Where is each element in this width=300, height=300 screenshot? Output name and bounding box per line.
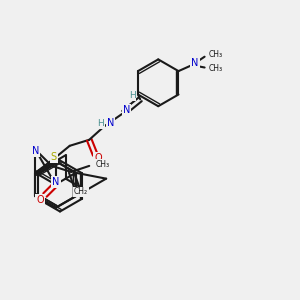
Text: N: N [191, 58, 199, 68]
Text: N: N [52, 177, 60, 188]
Text: CH₃: CH₃ [209, 50, 223, 59]
Text: CH₂: CH₂ [74, 188, 88, 196]
Text: H: H [97, 119, 104, 128]
Text: N: N [32, 146, 40, 157]
Text: N: N [107, 118, 115, 128]
Text: CH₃: CH₃ [209, 64, 223, 74]
Text: CH₃: CH₃ [96, 160, 110, 169]
Text: O: O [94, 153, 102, 163]
Text: N: N [123, 105, 130, 116]
Text: O: O [36, 195, 44, 205]
Text: S: S [50, 152, 57, 162]
Text: H: H [129, 91, 136, 100]
